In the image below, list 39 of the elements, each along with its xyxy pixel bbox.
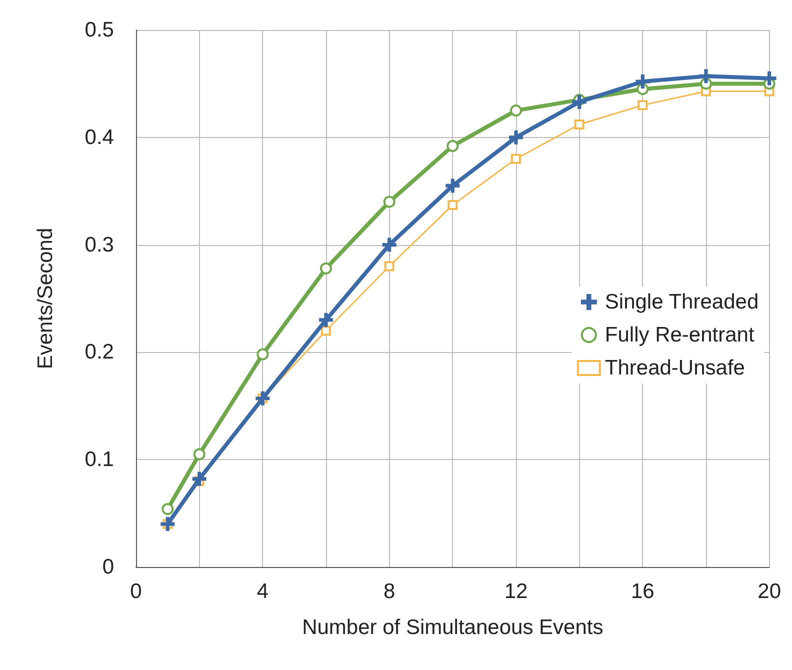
y-axis-title: Events/Second	[34, 228, 57, 370]
point	[762, 71, 776, 86]
point	[448, 200, 458, 210]
point	[446, 140, 459, 152]
point	[508, 130, 523, 144]
point	[193, 448, 206, 460]
point	[574, 120, 584, 130]
point	[320, 326, 331, 336]
point	[256, 348, 269, 360]
y-tick-label: 0.4	[84, 126, 114, 149]
x-tick-label: 8	[383, 580, 396, 603]
point	[320, 262, 332, 274]
point	[636, 74, 650, 89]
point	[162, 503, 174, 515]
y-tick-label: 0	[102, 556, 114, 578]
point	[382, 238, 396, 252]
point	[192, 472, 206, 486]
legend-label: Single Threaded	[604, 290, 759, 314]
point	[510, 104, 522, 117]
legend-label: Fully Re-entrant	[604, 324, 754, 346]
x-tick-label: 0	[130, 580, 142, 603]
point	[318, 312, 333, 327]
x-tick-label: 20	[758, 580, 781, 603]
point	[510, 154, 521, 164]
x-tick-label: 16	[630, 580, 654, 603]
point	[384, 261, 394, 272]
point	[446, 178, 460, 193]
point	[572, 94, 586, 109]
y-tick-label: 0.3	[84, 233, 114, 256]
x-tick-label: 4	[256, 580, 269, 603]
x-axis-title: Number of Simultaneous Events	[302, 616, 604, 639]
point	[638, 100, 648, 110]
legend-label: Thread-Unsafe	[604, 356, 745, 380]
y-tick-label: 0.2	[84, 340, 114, 364]
y-tick-label: 0.5	[84, 18, 114, 42]
point	[698, 69, 713, 84]
point	[383, 196, 396, 208]
y-tick-label: 0.1	[84, 448, 114, 472]
x-tick-label: 12	[504, 580, 528, 603]
